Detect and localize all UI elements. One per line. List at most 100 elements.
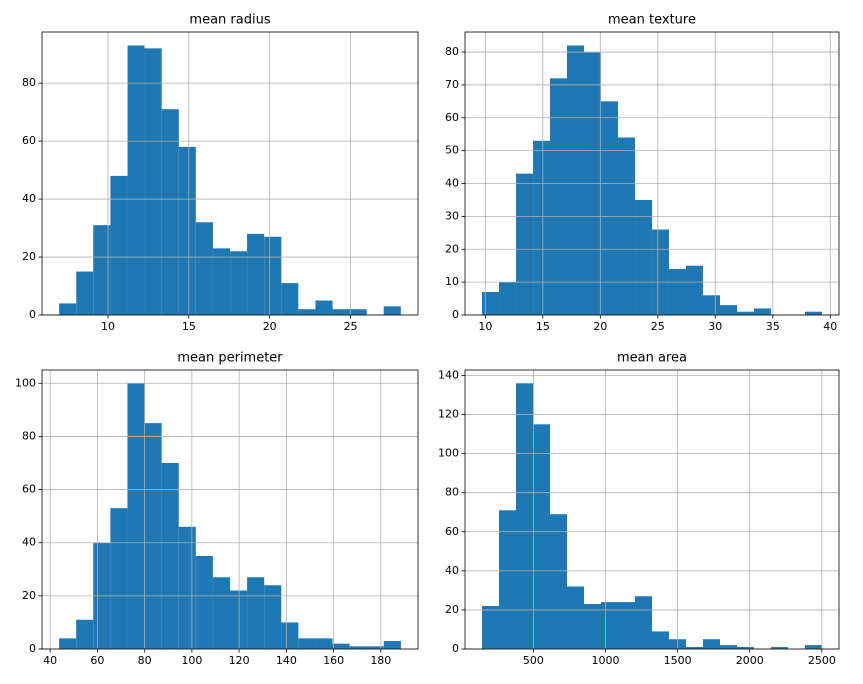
bar	[127, 45, 145, 315]
bar	[247, 577, 265, 649]
bar	[652, 631, 670, 649]
bar	[702, 295, 721, 315]
bar	[754, 308, 771, 315]
y-tick-label: 20	[445, 242, 459, 255]
bar	[281, 622, 299, 649]
axes-frame	[41, 369, 419, 650]
x-tick-label: 40	[823, 320, 837, 333]
bar	[144, 423, 162, 649]
x-tick-label: 180	[370, 654, 391, 667]
axes-frame	[464, 369, 840, 650]
bar	[770, 647, 788, 649]
bar	[349, 646, 367, 649]
bar	[281, 283, 299, 315]
bar	[76, 271, 94, 315]
bar	[550, 514, 568, 649]
bar	[499, 282, 517, 315]
chart-title: mean radius	[189, 13, 270, 28]
y-tick-label: 40	[22, 536, 36, 549]
y-tick-label: 0	[29, 308, 36, 321]
y-tick-label: 100	[15, 376, 36, 389]
bar	[93, 225, 111, 315]
chart-title: mean texture	[608, 13, 696, 28]
bar	[652, 229, 669, 315]
bar	[161, 463, 179, 649]
bar	[702, 639, 720, 649]
y-tick-label: 60	[22, 483, 36, 496]
bar	[59, 303, 77, 315]
x-tick-label: 25	[651, 320, 665, 333]
bar	[533, 424, 551, 649]
bar	[618, 602, 636, 649]
x-tick-label: 80	[138, 654, 152, 667]
bar	[315, 300, 333, 315]
bar	[719, 645, 737, 649]
bar	[736, 647, 754, 649]
x-tick-label: 20	[593, 320, 607, 333]
y-tick-label: 40	[22, 192, 36, 205]
bar	[212, 577, 231, 649]
x-tick-label: 10	[478, 320, 492, 333]
bar	[618, 137, 636, 315]
chart-title: mean perimeter	[177, 351, 283, 366]
bar	[161, 109, 179, 315]
x-tick-label: 120	[229, 654, 250, 667]
bar	[230, 251, 248, 315]
y-tick-label: 60	[445, 525, 459, 538]
bar	[804, 645, 822, 649]
bar	[635, 596, 652, 649]
x-tick-label: 140	[276, 654, 297, 667]
bar	[76, 619, 94, 649]
x-tick-label: 35	[766, 320, 780, 333]
bar	[635, 199, 653, 315]
bar	[349, 309, 367, 315]
bar	[383, 641, 401, 649]
axes-frame	[464, 31, 840, 316]
y-tick-label: 0	[452, 642, 459, 655]
bar	[549, 78, 567, 316]
x-tick-label: 100	[181, 654, 202, 667]
y-tick-label: 40	[445, 564, 459, 577]
bar	[315, 638, 333, 649]
y-tick-label: 140	[438, 368, 459, 381]
bar	[584, 604, 602, 649]
bar	[298, 309, 316, 315]
x-tick-label: 15	[182, 320, 196, 333]
y-tick-label: 80	[22, 429, 36, 442]
y-tick-label: 40	[445, 177, 459, 190]
y-tick-label: 10	[445, 275, 459, 288]
bar	[247, 233, 265, 315]
y-tick-label: 80	[22, 76, 36, 89]
y-tick-label: 70	[445, 78, 459, 91]
bar	[804, 311, 822, 315]
x-tick-label: 1000	[592, 654, 620, 667]
bar	[110, 175, 128, 315]
bar	[127, 383, 145, 649]
bar	[212, 248, 231, 315]
bar	[195, 556, 213, 649]
y-tick-label: 60	[445, 111, 459, 124]
bar	[499, 510, 517, 649]
x-tick-label: 2000	[736, 654, 764, 667]
bar	[178, 526, 196, 649]
x-tick-label: 20	[263, 320, 277, 333]
x-tick-label: 60	[90, 654, 104, 667]
y-tick-label: 80	[445, 486, 459, 499]
y-tick-label: 120	[438, 408, 459, 421]
bar	[264, 585, 282, 649]
chart-title: mean area	[617, 351, 687, 366]
bar	[737, 311, 755, 315]
bar	[332, 309, 350, 315]
y-tick-label: 60	[22, 134, 36, 147]
x-tick-label: 1500	[664, 654, 692, 667]
x-tick-label: 25	[344, 320, 358, 333]
bar	[685, 265, 703, 315]
bar	[366, 646, 384, 649]
bar	[298, 638, 316, 649]
y-tick-label: 50	[445, 144, 459, 157]
x-tick-label: 500	[523, 654, 544, 667]
bar	[567, 586, 585, 649]
bar	[533, 140, 550, 315]
y-tick-label: 20	[22, 250, 36, 263]
bar	[332, 643, 350, 649]
